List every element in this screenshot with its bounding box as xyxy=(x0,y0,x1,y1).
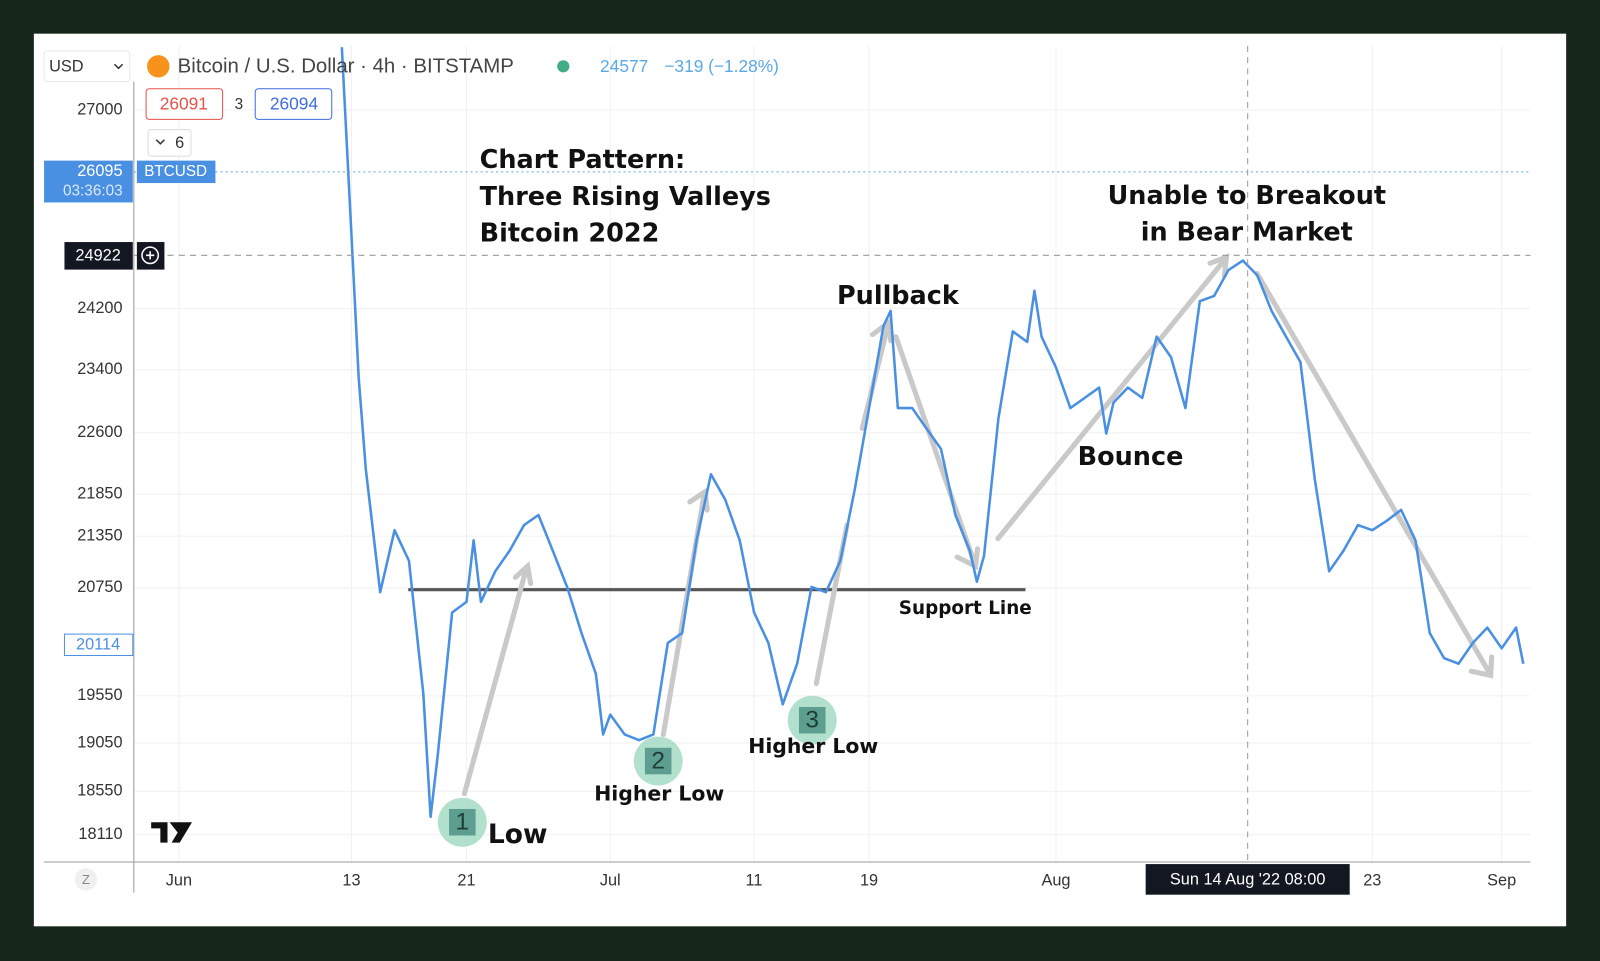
crosshair-price: 24922 xyxy=(75,247,120,265)
valley-box xyxy=(644,747,672,775)
y-tick-label: 18110 xyxy=(78,825,122,843)
annotation-texts: Chart Pattern: Three Rising Valleys Bitc… xyxy=(480,145,1386,850)
x-tick-label: 23 xyxy=(1363,872,1381,890)
arrow xyxy=(1254,270,1495,679)
y-tick-label: 20750 xyxy=(77,578,122,596)
annotation: Support Line xyxy=(899,598,1032,619)
annotation: Bitcoin 2022 xyxy=(480,219,660,249)
valley-box xyxy=(449,808,476,836)
annotation: Unable to Breakout xyxy=(1108,181,1386,211)
grid: 27000 24200 23400 22600 21850 21350 20750 19550… xyxy=(77,45,1531,890)
x-tick-label: 21 xyxy=(457,872,475,890)
y-tick-label: 22600 xyxy=(77,423,122,441)
timezone-label: Z xyxy=(82,872,90,887)
currency-select[interactable] xyxy=(43,50,131,83)
price-line xyxy=(340,47,1525,819)
bitcoin-icon xyxy=(147,55,170,78)
buy-button[interactable] xyxy=(254,88,333,120)
annotations xyxy=(408,253,1495,797)
y-tick-label: 19550 xyxy=(77,686,122,704)
x-tick-label: Sep xyxy=(1487,872,1516,890)
last-price-box xyxy=(44,160,133,203)
spread: 3 xyxy=(235,96,244,113)
valley-number: 3 xyxy=(805,707,819,734)
currency: USD xyxy=(49,58,83,76)
last-price: 24577 xyxy=(600,56,648,76)
x-tick-label: Jul xyxy=(600,872,621,890)
crosshair-price-box xyxy=(64,242,133,270)
crosshair-time-box xyxy=(1145,864,1350,895)
overlays: 26095 03:36:03 BTCUSD 24922 Sun 14 Aug '22 0… xyxy=(44,45,1531,895)
plot xyxy=(340,47,1525,819)
bid: 26091 xyxy=(160,94,208,114)
y-tick-label: 18550 xyxy=(77,782,122,800)
symbol-label: BTCUSD xyxy=(144,163,207,180)
annotation: Pullback xyxy=(837,281,960,311)
market-status xyxy=(557,60,570,73)
marker-price: 20114 xyxy=(76,636,120,654)
x-tick-label: 13 xyxy=(342,872,360,890)
logo xyxy=(151,822,192,843)
x-tick-label: 11 xyxy=(746,872,763,890)
timezone-button[interactable] xyxy=(74,868,98,891)
ask: 26094 xyxy=(270,94,319,114)
x-tick-label: Aug xyxy=(1041,872,1070,890)
arrow xyxy=(995,253,1230,542)
y-tick-label: 21350 xyxy=(77,526,122,544)
annotation: in Bear Market xyxy=(1141,218,1353,248)
last-price-label: 26095 xyxy=(77,162,122,180)
symbol-box xyxy=(136,160,216,184)
arrow xyxy=(893,334,981,571)
dropdown-icon xyxy=(113,63,124,70)
annotation: Higher Low xyxy=(594,782,724,806)
x-tick-label: 19 xyxy=(860,872,878,890)
symbol-title: Bitcoin / U.S. Dollar · 4h · BITSTAMP xyxy=(178,56,514,78)
add-icon xyxy=(141,246,160,265)
interval-count: 6 xyxy=(175,134,184,152)
price-change: −319 (−1.28%) xyxy=(664,56,779,76)
sell-button[interactable] xyxy=(145,88,224,120)
tradingview-logo xyxy=(151,822,192,843)
valley-number: 1 xyxy=(456,809,470,836)
marker-price-box xyxy=(63,633,134,657)
toggle-icon xyxy=(155,139,165,145)
x-tick-label: Jun xyxy=(166,872,192,890)
indicators-toggle[interactable] xyxy=(147,129,192,157)
annotation: Three Rising Valleys xyxy=(480,182,771,212)
y-tick-label: 21850 xyxy=(77,484,122,502)
y-tick-label: 24200 xyxy=(77,299,122,317)
annotation: Chart Pattern: xyxy=(480,145,686,175)
y-tick-label: 27000 xyxy=(77,100,122,118)
y-tick-label: 23400 xyxy=(77,360,122,378)
annotation: Low xyxy=(488,819,548,850)
chart-panel xyxy=(33,33,1567,927)
arrow xyxy=(461,561,534,797)
header: USD Bitcoin / U.S. Dollar · 4h · BITSTAM… xyxy=(43,50,779,157)
valley-markers: 1 2 3 xyxy=(437,695,837,847)
crosshair-time: Sun 14 Aug '22 08:00 xyxy=(1170,871,1326,889)
annotation: Higher Low xyxy=(748,734,878,758)
valley-box xyxy=(798,706,826,734)
annotation: Bounce xyxy=(1078,442,1184,472)
add-icon-plus xyxy=(146,251,155,260)
countdown: 03:36:03 xyxy=(63,182,123,199)
valley-number: 2 xyxy=(651,748,665,775)
y-tick-label: 19050 xyxy=(77,733,122,751)
